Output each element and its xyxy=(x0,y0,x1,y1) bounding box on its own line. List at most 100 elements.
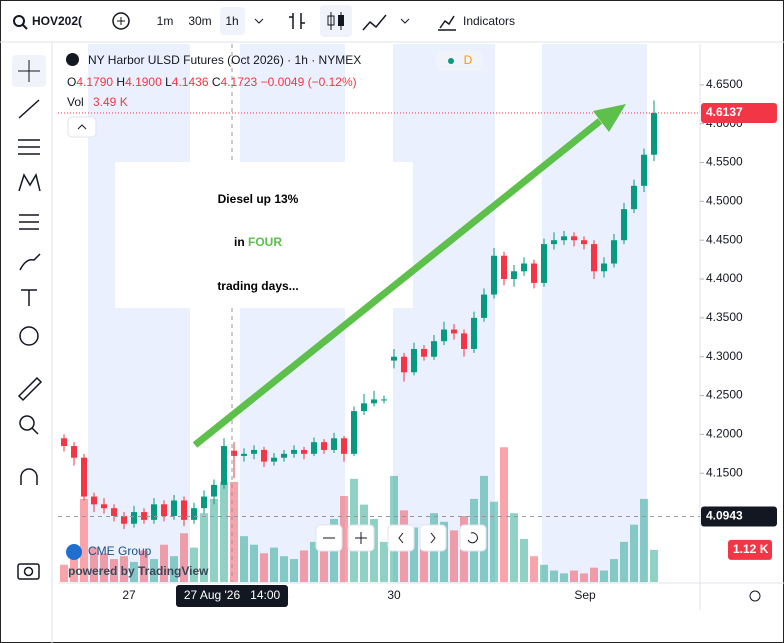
chart-title: NY Harbor ULSD Futures (Oct 2026) · 1h ·… xyxy=(88,53,361,67)
candle-body xyxy=(361,403,367,412)
crosshair-price: 4.0943 xyxy=(706,509,743,523)
dropdown[interactable] xyxy=(400,18,410,24)
volume-bar xyxy=(100,553,108,582)
magnet-tool[interactable] xyxy=(20,468,38,485)
volume-bar xyxy=(240,536,248,582)
volume-bar xyxy=(510,513,518,582)
brush-tool[interactable] xyxy=(19,253,41,271)
candle-body xyxy=(621,209,627,241)
volume-bar xyxy=(230,481,238,582)
candle-body xyxy=(631,185,637,210)
interval[interactable]: 30m xyxy=(188,14,211,28)
emoji-tool[interactable] xyxy=(19,326,39,346)
y-tick-label: 4.3000 xyxy=(706,349,743,363)
indicators-icon[interactable] xyxy=(438,15,456,31)
candle-body xyxy=(261,449,267,462)
interval[interactable]: 1m xyxy=(157,14,174,28)
volume-bar xyxy=(320,530,328,582)
candle-body xyxy=(311,442,317,454)
settings[interactable] xyxy=(749,590,761,602)
candle-body xyxy=(201,496,207,509)
candle-body xyxy=(221,446,227,485)
area-icon[interactable] xyxy=(362,14,387,31)
legend: NY Harbor ULSD Futures (Oct 2026) · 1h ·… xyxy=(66,51,482,138)
search-icon[interactable] xyxy=(13,15,25,27)
scroll-right[interactable] xyxy=(419,524,447,552)
candle-body xyxy=(61,438,67,447)
volume-bar xyxy=(60,564,68,582)
y-tick-label: 4.2500 xyxy=(706,388,743,402)
volume-bar xyxy=(450,530,458,582)
candle-body xyxy=(101,504,107,509)
session-bands xyxy=(88,44,647,583)
volume-bar xyxy=(370,518,378,582)
dropdown[interactable] xyxy=(254,18,264,24)
forecast-tool[interactable] xyxy=(19,214,39,230)
fib-tool[interactable] xyxy=(18,139,40,155)
text-tool[interactable] xyxy=(21,289,37,306)
volume-bar xyxy=(410,527,418,582)
annotation-text: trading days... xyxy=(217,279,298,293)
last-price: 4.6137 xyxy=(706,105,743,119)
pattern-tool[interactable] xyxy=(18,173,41,192)
candle-body xyxy=(501,255,507,280)
volume-bar xyxy=(110,559,118,582)
arrow xyxy=(192,118,603,448)
ohlc: O4.1790 H4.1900 L4.1436 C4.1723 −0.0049 … xyxy=(67,75,357,89)
volume-bar xyxy=(590,567,598,582)
ruler-tool[interactable] xyxy=(17,376,43,402)
volume-bar xyxy=(300,550,308,582)
collapse-btn[interactable] xyxy=(67,116,97,138)
candle-body xyxy=(71,446,77,458)
candle-body xyxy=(281,453,287,458)
symbol[interactable]: HOV202( xyxy=(32,14,82,28)
y-tick-label: 4.5500 xyxy=(706,155,743,169)
volume-bar xyxy=(210,498,218,582)
candle-body xyxy=(191,508,197,520)
volume-bar xyxy=(600,570,608,582)
bars-icon[interactable] xyxy=(289,13,305,29)
volume-bar xyxy=(250,544,258,582)
candle-body xyxy=(341,438,347,454)
crosshair-price-bg xyxy=(701,506,777,527)
candle-body xyxy=(591,244,597,272)
candle-body xyxy=(391,356,397,361)
candle-body xyxy=(461,333,467,349)
candle-body xyxy=(611,240,617,264)
candle-body xyxy=(181,500,187,520)
candle-body xyxy=(271,457,277,462)
volume-bar xyxy=(580,573,588,582)
candle-body xyxy=(651,113,657,155)
volume-bar xyxy=(490,501,498,582)
zoom-tool[interactable] xyxy=(19,415,35,431)
indicators[interactable]: Indicators xyxy=(463,14,515,28)
candles-btn[interactable] xyxy=(320,5,352,37)
interval[interactable]: 1h xyxy=(225,14,238,28)
volume-bar xyxy=(170,556,178,582)
candle-body xyxy=(601,263,607,272)
reset[interactable] xyxy=(459,524,487,552)
volume-bar xyxy=(420,539,428,582)
y-tick-label: 4.3500 xyxy=(706,310,743,324)
candle-body xyxy=(641,154,647,186)
candle-body xyxy=(441,329,447,342)
candle-body xyxy=(91,496,97,505)
crosshair-tool[interactable] xyxy=(18,60,40,82)
screenshot[interactable] xyxy=(17,563,40,580)
volume-bar xyxy=(130,561,138,582)
candle-body xyxy=(371,399,377,404)
candle-body xyxy=(331,438,337,450)
volume-bar xyxy=(290,559,298,582)
candle-body xyxy=(211,484,217,497)
volume-bar xyxy=(150,559,158,582)
volume-bar xyxy=(160,544,168,582)
add-symbol[interactable] xyxy=(112,12,130,30)
line-tool[interactable] xyxy=(18,99,40,119)
scroll-left[interactable] xyxy=(387,524,415,552)
candle-body xyxy=(491,255,497,295)
candle-body xyxy=(131,512,137,524)
candle-body xyxy=(291,449,297,454)
top-toolbar: HOV202( 1m 30m 1h Indicators xyxy=(0,5,784,43)
y-tick-label: 4.6500 xyxy=(706,77,743,91)
annotation-box xyxy=(115,162,413,308)
